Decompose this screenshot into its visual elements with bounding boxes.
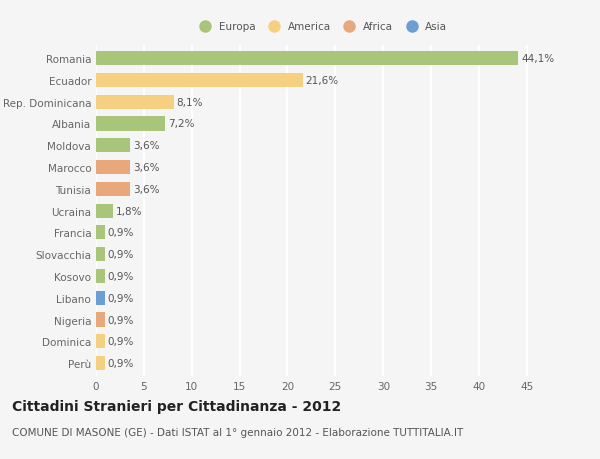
- Text: 3,6%: 3,6%: [133, 141, 160, 151]
- Bar: [96, 161, 130, 175]
- Text: 0,9%: 0,9%: [107, 358, 134, 368]
- Text: 1,8%: 1,8%: [116, 206, 143, 216]
- Bar: [96, 182, 130, 196]
- Text: 7,2%: 7,2%: [168, 119, 194, 129]
- Text: 44,1%: 44,1%: [521, 54, 554, 64]
- Legend: Europa, America, Africa, Asia: Europa, America, Africa, Asia: [191, 18, 451, 36]
- Text: 8,1%: 8,1%: [176, 97, 203, 107]
- Text: Cittadini Stranieri per Cittadinanza - 2012: Cittadini Stranieri per Cittadinanza - 2…: [12, 399, 341, 413]
- Bar: [96, 291, 104, 305]
- Text: 0,9%: 0,9%: [107, 336, 134, 347]
- Text: 0,9%: 0,9%: [107, 271, 134, 281]
- Text: COMUNE DI MASONE (GE) - Dati ISTAT al 1° gennaio 2012 - Elaborazione TUTTITALIA.: COMUNE DI MASONE (GE) - Dati ISTAT al 1°…: [12, 427, 463, 437]
- Text: 3,6%: 3,6%: [133, 162, 160, 173]
- Bar: [96, 204, 113, 218]
- Bar: [96, 356, 104, 370]
- Bar: [96, 335, 104, 349]
- Bar: [96, 269, 104, 284]
- Text: 21,6%: 21,6%: [305, 76, 339, 86]
- Text: 0,9%: 0,9%: [107, 293, 134, 303]
- Bar: [96, 73, 303, 88]
- Bar: [96, 247, 104, 262]
- Text: 0,9%: 0,9%: [107, 228, 134, 238]
- Text: 0,9%: 0,9%: [107, 315, 134, 325]
- Bar: [96, 313, 104, 327]
- Bar: [96, 139, 130, 153]
- Bar: [96, 52, 518, 66]
- Bar: [96, 226, 104, 240]
- Text: 0,9%: 0,9%: [107, 250, 134, 260]
- Bar: [96, 117, 165, 131]
- Text: 3,6%: 3,6%: [133, 185, 160, 195]
- Bar: [96, 95, 173, 110]
